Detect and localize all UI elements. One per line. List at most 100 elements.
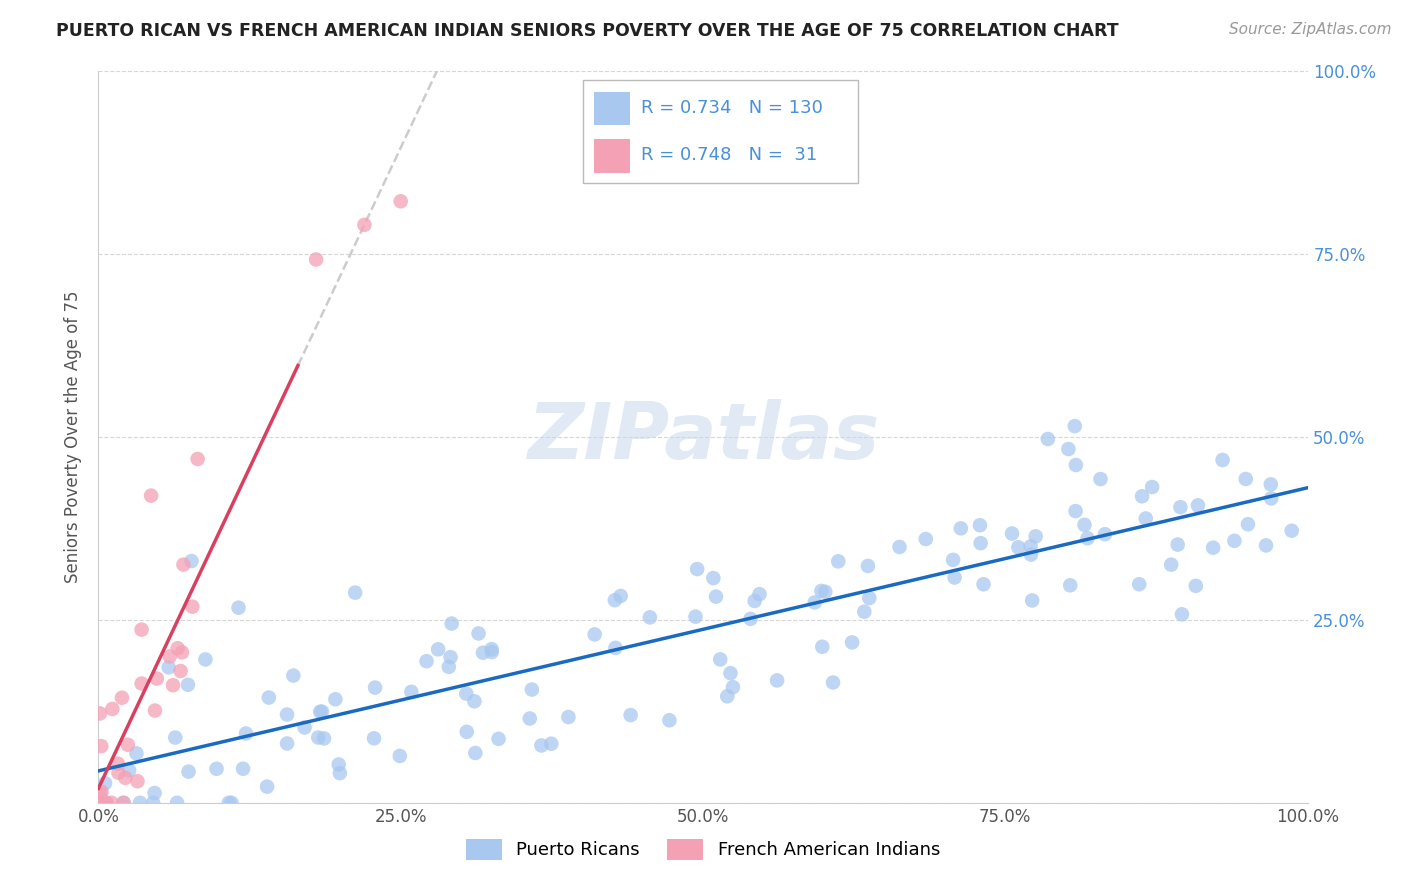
Point xyxy=(1064,458,1087,472)
Point xyxy=(638,610,661,624)
Point xyxy=(686,562,709,576)
Point xyxy=(256,780,278,794)
Point xyxy=(440,616,463,631)
Point xyxy=(159,649,181,664)
Point xyxy=(942,553,965,567)
Text: Source: ZipAtlas.com: Source: ZipAtlas.com xyxy=(1229,22,1392,37)
Point xyxy=(1167,538,1189,552)
Point xyxy=(101,702,124,716)
Point xyxy=(363,731,385,746)
Legend: Puerto Ricans, French American Indians: Puerto Ricans, French American Indians xyxy=(458,831,948,867)
Point xyxy=(89,796,111,810)
Point xyxy=(740,612,762,626)
Point xyxy=(603,593,626,607)
Point xyxy=(471,646,494,660)
Point xyxy=(1140,480,1163,494)
Point xyxy=(1036,432,1059,446)
Point xyxy=(142,796,165,810)
Point xyxy=(427,642,450,657)
Point xyxy=(488,731,510,746)
Point xyxy=(166,641,188,656)
Point xyxy=(1260,477,1282,491)
Point xyxy=(841,635,863,649)
Point xyxy=(1171,607,1194,622)
Point xyxy=(100,796,122,810)
Point xyxy=(89,786,111,800)
Point xyxy=(1212,453,1234,467)
Point xyxy=(389,194,412,209)
Point xyxy=(969,518,991,533)
Point xyxy=(557,710,579,724)
Point xyxy=(305,252,328,267)
Point xyxy=(112,796,135,810)
Point xyxy=(856,558,879,573)
Point xyxy=(205,762,228,776)
Point xyxy=(1281,524,1303,538)
Point xyxy=(143,786,166,800)
Point xyxy=(157,660,180,674)
Point xyxy=(520,682,543,697)
Point xyxy=(294,721,316,735)
Point xyxy=(172,558,194,572)
Point xyxy=(325,692,347,706)
Point xyxy=(344,585,367,599)
Point xyxy=(1073,517,1095,532)
Point xyxy=(1019,548,1042,562)
Point xyxy=(821,675,844,690)
Point xyxy=(814,584,837,599)
Point xyxy=(949,521,972,535)
Point xyxy=(415,654,437,668)
Point xyxy=(283,668,305,682)
Point xyxy=(276,736,298,750)
Point xyxy=(1185,579,1208,593)
Point xyxy=(1187,499,1209,513)
Point xyxy=(170,645,193,659)
Point xyxy=(114,771,136,785)
Point xyxy=(90,739,112,753)
Point xyxy=(605,640,627,655)
Point xyxy=(1135,511,1157,525)
Point xyxy=(1170,500,1192,515)
Point xyxy=(180,554,202,568)
Text: R = 0.734   N = 130: R = 0.734 N = 130 xyxy=(641,100,823,118)
Point xyxy=(1202,541,1225,555)
Point xyxy=(720,666,742,681)
Y-axis label: Seniors Poverty Over the Age of 75: Seniors Poverty Over the Age of 75 xyxy=(63,291,82,583)
Point xyxy=(131,623,153,637)
Point xyxy=(218,796,240,810)
Text: PUERTO RICAN VS FRENCH AMERICAN INDIAN SENIORS POVERTY OVER THE AGE OF 75 CORREL: PUERTO RICAN VS FRENCH AMERICAN INDIAN S… xyxy=(56,22,1119,40)
Point xyxy=(702,571,724,585)
Point xyxy=(439,650,461,665)
Point xyxy=(721,680,744,694)
Point xyxy=(89,706,111,721)
Text: ZIPatlas: ZIPatlas xyxy=(527,399,879,475)
Point xyxy=(107,765,129,780)
Point xyxy=(90,785,112,799)
Point xyxy=(620,708,643,723)
Point xyxy=(540,737,562,751)
Point xyxy=(530,739,553,753)
Point xyxy=(112,796,135,810)
Point xyxy=(467,626,489,640)
FancyBboxPatch shape xyxy=(595,139,630,173)
Point xyxy=(107,756,129,771)
Point xyxy=(307,731,329,745)
Point xyxy=(464,746,486,760)
Point xyxy=(1057,442,1080,456)
Point xyxy=(162,678,184,692)
Point xyxy=(1160,558,1182,572)
Point xyxy=(117,738,139,752)
Point xyxy=(232,762,254,776)
Point xyxy=(1059,578,1081,592)
Point xyxy=(1260,491,1282,506)
Point xyxy=(1223,533,1246,548)
Point xyxy=(165,731,187,745)
Point xyxy=(194,652,217,666)
Point xyxy=(235,726,257,740)
Point xyxy=(177,764,200,779)
Point xyxy=(111,690,134,705)
Point xyxy=(973,577,995,591)
Point xyxy=(1021,593,1043,607)
Point xyxy=(228,600,250,615)
FancyBboxPatch shape xyxy=(595,92,630,126)
